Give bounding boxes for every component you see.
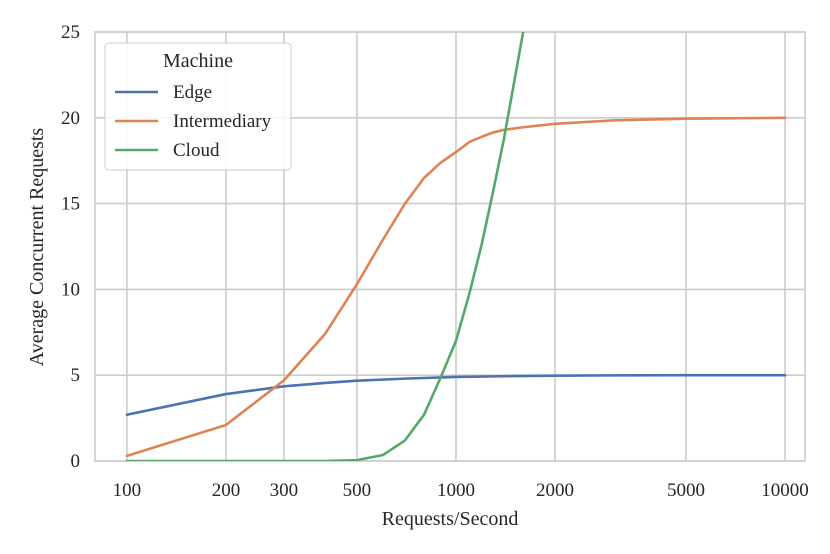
y-axis-title: Average Concurrent Requests (26, 128, 48, 367)
x-tick-label: 5000 (667, 480, 705, 501)
y-tick-label: 0 (71, 451, 81, 472)
data-series (125, 32, 787, 461)
x-tick-labels: 100 200 300 500 1000 2000 5000 10000 (113, 480, 809, 501)
x-tick-label: 500 (343, 480, 372, 501)
x-axis-title: Requests/Second (382, 508, 519, 530)
legend: Machine Edge Intermediary Cloud (104, 42, 292, 171)
x-tick-label: 200 (212, 480, 241, 501)
legend-label-intermediary: Intermediary (173, 111, 272, 132)
y-tick-label: 25 (61, 22, 80, 43)
y-tick-label: 5 (71, 365, 81, 386)
legend-label-cloud: Cloud (173, 140, 220, 161)
x-tick-label: 10000 (761, 480, 809, 501)
x-tick-label: 300 (270, 480, 299, 501)
y-tick-label: 15 (61, 194, 80, 215)
legend-box (104, 42, 292, 171)
x-tick-label: 2000 (536, 480, 574, 501)
y-tick-label: 10 (61, 279, 80, 300)
legend-label-edge: Edge (173, 82, 212, 103)
plot-border (94, 31, 806, 462)
x-tick-label: 1000 (437, 480, 475, 501)
plot-frame (94, 31, 806, 462)
series-line-intermediary (125, 116, 787, 458)
y-tick-labels: 0 5 10 15 20 25 (61, 22, 80, 472)
legend-title: Machine (163, 50, 233, 72)
x-tick-label: 100 (113, 480, 142, 501)
y-tick-label: 20 (61, 108, 80, 129)
series-line-cloud (125, 32, 525, 461)
